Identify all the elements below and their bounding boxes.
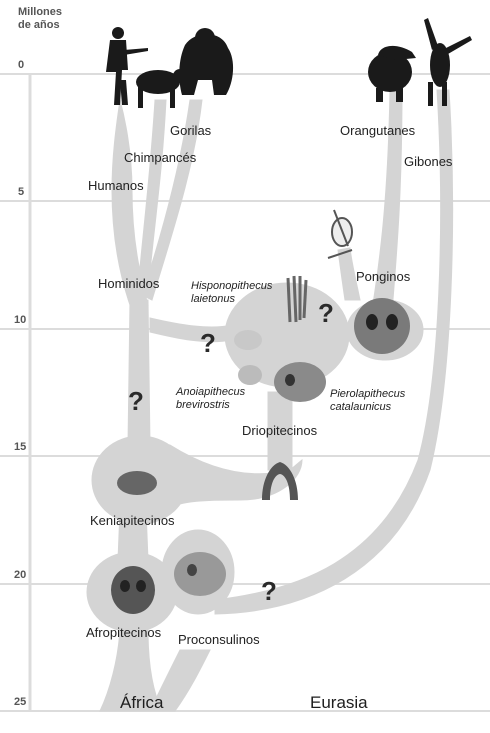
- hand-fossil-icon: [286, 275, 308, 323]
- gorilla-branch: [141, 99, 203, 301]
- fossils: [111, 209, 410, 614]
- region-africa: África: [120, 693, 164, 712]
- label-orangutanes: Orangutanes: [340, 123, 416, 138]
- question-mark: ?: [200, 328, 216, 358]
- label-pierolapithecus-species: catalaunicus: [330, 400, 392, 413]
- label-anoiapithecus: Anoiapithecus brevirostris: [176, 386, 245, 412]
- proconsul-root: [149, 649, 211, 712]
- gorilla-silhouette: [179, 28, 234, 95]
- label-gibones: Gibones: [404, 154, 453, 169]
- label-chimpances: Chimpancés: [124, 150, 197, 165]
- gibbon-silhouette: [424, 18, 472, 106]
- tick-label: 25: [14, 696, 27, 708]
- label-hispanopithecus-species: laietonus: [191, 292, 236, 305]
- axis-title-line1: Millones: [18, 6, 63, 18]
- label-hominidos: Hominidos: [98, 276, 160, 291]
- pongine-skeleton-icon: [327, 209, 353, 259]
- region-eurasia: Eurasia: [310, 693, 368, 712]
- label-proconsulinos: Proconsulinos: [178, 632, 260, 647]
- label-driopitecinos: Driopitecinos: [242, 423, 318, 438]
- chimp-branch: [137, 99, 167, 296]
- label-gorilas: Gorilas: [170, 123, 212, 138]
- gibbon-branch: [214, 89, 454, 615]
- question-mark: ?: [318, 298, 334, 328]
- question-mark: ?: [261, 576, 277, 606]
- label-hispanopithecus: Hisponopithecus laietonus: [191, 280, 272, 306]
- axis-title: Millones de años: [18, 6, 78, 32]
- silhouettes: [106, 18, 472, 108]
- label-humanos: Humanos: [88, 178, 144, 193]
- tick-label: 0: [18, 59, 25, 71]
- orangutan-silhouette: [368, 45, 416, 102]
- pongine-side-branch: [337, 247, 361, 301]
- label-pierolapithecus-genus: Pierolapithecus: [330, 388, 406, 400]
- label-afropitecinos: Afropitecinos: [86, 625, 162, 640]
- tick-label: 5: [18, 186, 25, 198]
- jaw-fossil-icon: [262, 462, 298, 500]
- skull-fossil-icon: [111, 298, 410, 614]
- tick-label: 10: [14, 314, 27, 326]
- tick-label: 20: [14, 569, 27, 581]
- human-silhouette: [106, 27, 148, 105]
- label-anoiapithecus-genus: Anoiapithecus: [176, 386, 246, 398]
- axis-title-line2: de años: [18, 19, 60, 32]
- tick-label: 15: [14, 441, 27, 453]
- hominid-trunk: [127, 299, 151, 446]
- label-ponginos: Ponginos: [356, 269, 411, 284]
- label-pierolapithecus: Pierolapithecus catalaunicus: [330, 388, 405, 414]
- label-keniapitecinos: Keniapitecinos: [90, 513, 175, 528]
- label-anoiapithecus-species: brevirostris: [176, 398, 230, 411]
- label-hispanopithecus-genus: Hisponopithecus: [191, 280, 273, 292]
- question-mark: ?: [128, 386, 144, 416]
- dryo-to-hominids-link: [149, 317, 233, 343]
